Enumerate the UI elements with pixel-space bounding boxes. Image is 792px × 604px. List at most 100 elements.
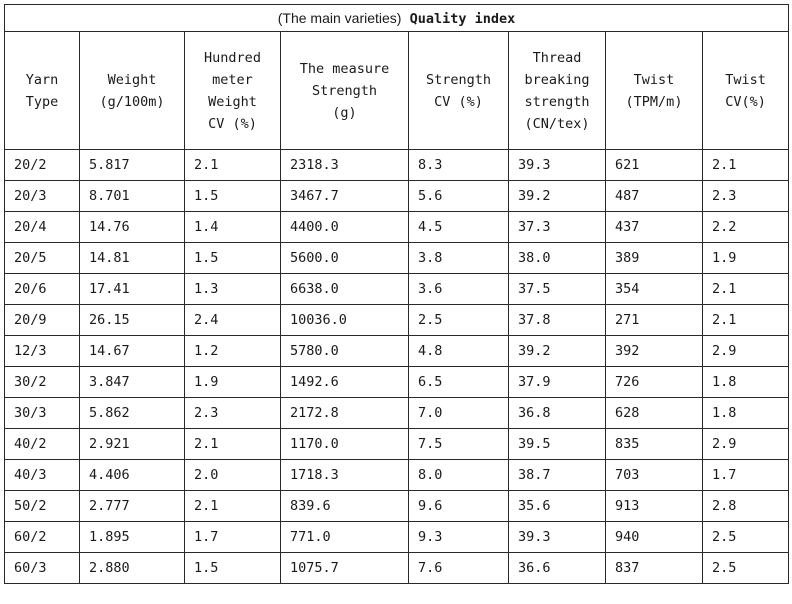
table-cell: 8.0 [408,459,509,491]
table-row: 30/2 3.847 1.9 1492.6 6.5 37.9 726 1.8 [4,366,790,398]
table-cell: 39.2 [508,180,606,212]
table-title-row: (The main varieties) Quality index [3,4,790,32]
header-weight: Weight (g/100m) [79,31,185,150]
table-cell: 1.7 [701,459,790,491]
table-cell: 60/2 [4,521,80,553]
table-cell: 2.9 [701,335,790,367]
table-row: 20/9 26.15 2.4 10036.0 2.5 37.8 271 2.1 [4,304,790,336]
table-cell: 12/3 [4,335,80,367]
table-cell: 37.3 [508,211,606,243]
table-cell: 5780.0 [280,335,409,367]
table-cell: 487 [605,180,703,212]
table-cell: 2172.8 [280,397,409,429]
table-cell: 621 [605,149,703,181]
table-cell: 37.5 [508,273,606,305]
table-cell: 8.701 [79,180,185,212]
table-cell: 1.5 [184,180,281,212]
table-cell: 1.9 [184,366,281,398]
table-cell: 40/2 [4,428,80,460]
table-cell: 1170.0 [280,428,409,460]
table-title-prefix: (The main varieties) [277,9,402,26]
table-cell: 1492.6 [280,366,409,398]
table-cell: 17.41 [79,273,185,305]
table-cell: 2.9 [701,428,790,460]
table-cell: 50/2 [4,490,80,522]
table-cell: 1.2 [184,335,281,367]
table-cell: 2.8 [701,490,790,522]
table-cell: 2.880 [79,552,185,584]
table-cell: 4.5 [408,211,509,243]
table-cell: 14.76 [79,211,185,243]
header-strength-cv: Strength CV (%) [408,31,509,150]
table-row: 20/5 14.81 1.5 5600.0 3.8 38.0 389 1.9 [4,242,790,274]
table-cell: 2.921 [79,428,185,460]
table-cell: 2.777 [79,490,185,522]
table-cell: 3.8 [408,242,509,274]
table-row: 30/3 5.862 2.3 2172.8 7.0 36.8 628 1.8 [4,397,790,429]
table-cell: 2.4 [184,304,281,336]
header-measure-strength: The measure Strength (g) [280,31,409,150]
table-cell: 5.817 [79,149,185,181]
table-cell: 14.67 [79,335,185,367]
table-cell: 703 [605,459,703,491]
table-cell: 2.1 [184,428,281,460]
table-cell: 271 [605,304,703,336]
table-title-main: Quality index [409,10,516,27]
table-cell: 4400.0 [280,211,409,243]
table-cell: 913 [605,490,703,522]
table-row: 20/6 17.41 1.3 6638.0 3.6 37.5 354 2.1 [4,273,790,305]
table-cell: 3467.7 [280,180,409,212]
table-row: 20/3 8.701 1.5 3467.7 5.6 39.2 487 2.3 [4,180,790,212]
header-twist: Twist (TPM/m) [605,31,703,150]
table-cell: 1075.7 [280,552,409,584]
table-cell: 39.3 [508,149,606,181]
header-weight-cv: Hundred meter Weight CV (%) [184,31,281,150]
table-cell: 2.5 [408,304,509,336]
table-cell: 9.6 [408,490,509,522]
table-cell: 2.5 [701,552,790,584]
table-cell: 7.5 [408,428,509,460]
table-cell: 20/9 [4,304,80,336]
table-cell: 38.7 [508,459,606,491]
table-cell: 1.5 [184,242,281,274]
table-cell: 2.3 [184,397,281,429]
table-cell: 839.6 [280,490,409,522]
table-cell: 1.8 [701,366,790,398]
table-row: 20/2 5.817 2.1 2318.3 8.3 39.3 621 2.1 [4,149,790,181]
header-yarn-type: Yarn Type [4,31,80,150]
table-cell: 1.895 [79,521,185,553]
table-cell: 8.3 [408,149,509,181]
table-row: 40/2 2.921 2.1 1170.0 7.5 39.5 835 2.9 [4,428,790,460]
table-cell: 40/3 [4,459,80,491]
table-row: 40/3 4.406 2.0 1718.3 8.0 38.7 703 1.7 [4,459,790,491]
table-cell: 1.7 [184,521,281,553]
table-cell: 3.847 [79,366,185,398]
table-cell: 2.1 [184,149,281,181]
table-cell: 7.6 [408,552,509,584]
table-cell: 1.5 [184,552,281,584]
table-row: 60/2 1.895 1.7 771.0 9.3 39.3 940 2.5 [4,521,790,553]
table-cell: 20/4 [4,211,80,243]
table-cell: 1.9 [701,242,790,274]
table-cell: 5600.0 [280,242,409,274]
table-cell: 6.5 [408,366,509,398]
table-cell: 4.406 [79,459,185,491]
table-cell: 2.2 [701,211,790,243]
table-cell: 26.15 [79,304,185,336]
table-cell: 940 [605,521,703,553]
table-cell: 20/2 [4,149,80,181]
table-cell: 5.862 [79,397,185,429]
table-cell: 10036.0 [280,304,409,336]
table-cell: 20/5 [4,242,80,274]
table-cell: 3.6 [408,273,509,305]
table-title: (The main varieties) Quality index [3,4,790,32]
table-cell: 837 [605,552,703,584]
table-cell: 37.8 [508,304,606,336]
table-cell: 1.8 [701,397,790,429]
table-cell: 6638.0 [280,273,409,305]
table-cell: 1.4 [184,211,281,243]
table-cell: 35.6 [508,490,606,522]
table-cell: 437 [605,211,703,243]
table-cell: 1.3 [184,273,281,305]
